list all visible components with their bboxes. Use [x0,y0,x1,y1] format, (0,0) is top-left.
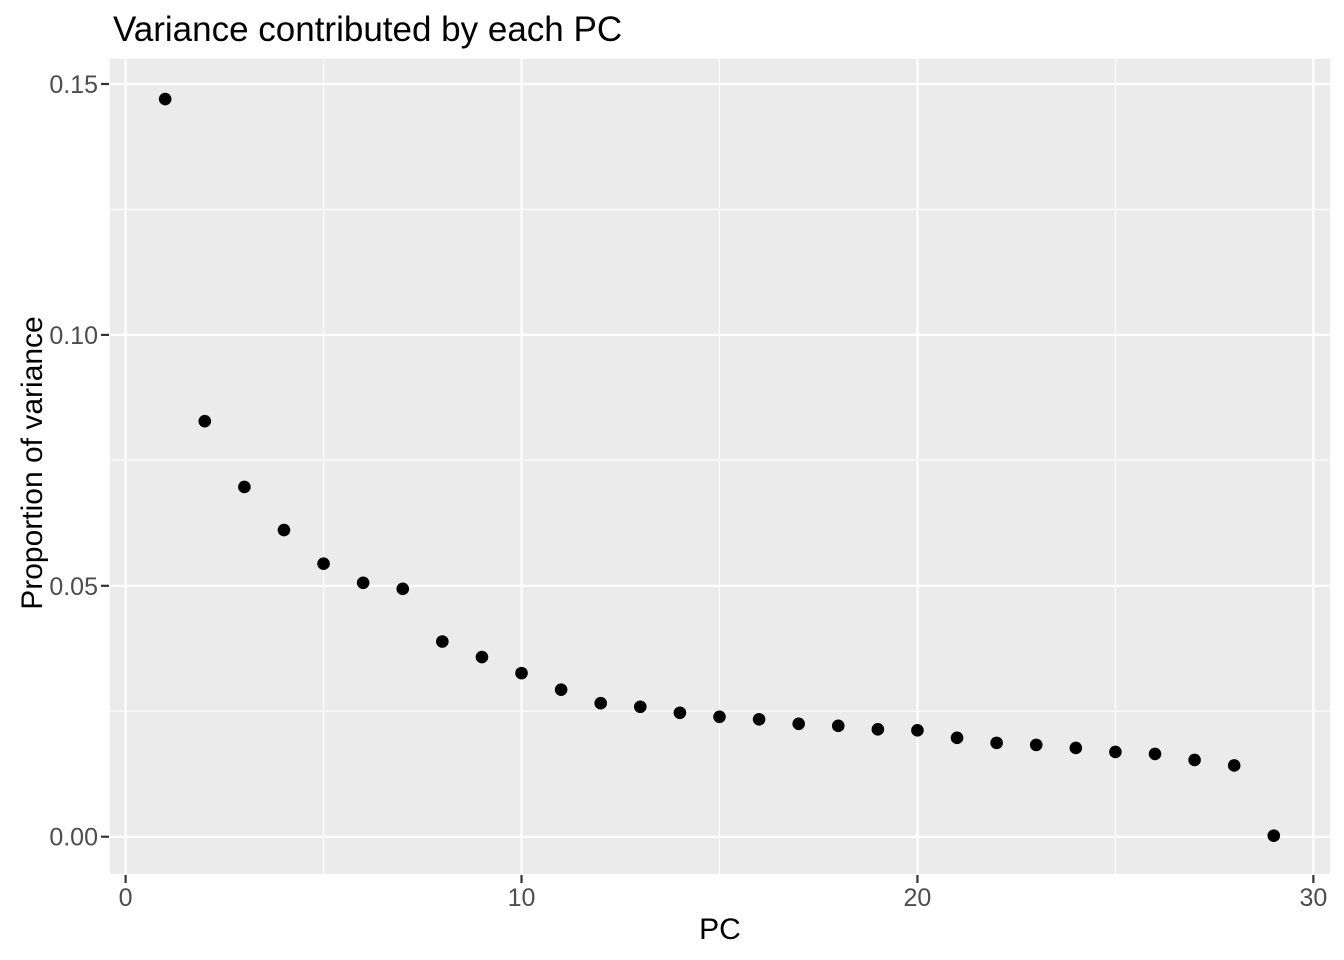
data-point [317,557,330,571]
x-axis-tick-label: 30 [1299,884,1327,912]
data-point [436,635,449,648]
data-point [356,576,370,590]
x-axis-title: PC [699,913,741,946]
data-point [238,480,251,494]
data-point [1267,829,1281,843]
data-point [1148,747,1162,761]
plot-title: Variance contributed by each PC [113,10,623,49]
data-point [158,92,172,106]
y-axis-tick-label: 0.00 [49,824,98,852]
data-point [277,523,291,537]
y-axis-tick-label: 0.05 [49,573,98,601]
data-point [554,683,568,696]
data-point [198,414,212,428]
data-point [1227,759,1241,772]
x-axis-tick-label: 10 [508,884,536,912]
data-point [396,582,410,596]
y-axis-tick-label: 0.10 [49,322,98,350]
data-point [634,700,647,714]
data-point [475,650,489,664]
data-point [911,724,924,737]
data-point [871,723,885,736]
data-point [1069,741,1083,755]
data-point [831,719,845,733]
data-point [713,710,726,724]
data-point [594,696,608,710]
data-point [1029,738,1043,752]
x-axis-tick-label: 20 [904,884,932,912]
x-axis-tick-label: 0 [119,884,133,912]
data-point [950,731,964,745]
data-point [1188,753,1201,767]
data-point [990,736,1003,750]
data-point [1109,745,1122,759]
y-axis-tick-label: 0.15 [49,71,98,99]
data-point [752,712,766,726]
data-point [673,706,687,720]
data-point [792,717,805,731]
data-point [515,666,528,680]
